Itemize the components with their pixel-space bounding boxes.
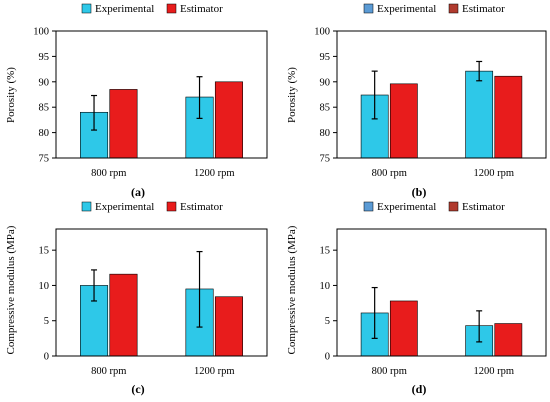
panel-c-ylabel: Compressive modulus (MPa): [5, 225, 17, 354]
panel-b-ytick-label: 80: [320, 128, 331, 139]
panel-a-ytick-label: 95: [39, 52, 50, 63]
panel-c-legend-label-estimator: Estimator: [180, 201, 223, 213]
panel-c-ytick-label: 0: [44, 352, 49, 363]
panel-a-ytick-label: 100: [33, 27, 49, 38]
panel-c-ytick-label: 10: [39, 281, 50, 292]
panel-d-legend-label-estimator: Estimator: [462, 201, 505, 213]
panel-c-bar-estimator: [214, 296, 243, 357]
panel-a-legend-label-estimator: Estimator: [180, 3, 223, 15]
panel-a-ytick-label: 85: [39, 103, 50, 114]
panel-a-bar-estimator: [214, 81, 243, 159]
panel-b-category-label: 1200 rpm: [473, 168, 514, 179]
panel-c-ytick-label: 5: [44, 316, 49, 327]
panel-a-plot-frame: [55, 30, 268, 159]
panel-b-legend-swatch-estimator: [448, 3, 459, 14]
panel-d-bar-estimator: [494, 323, 523, 357]
panel-b-category-label: 800 rpm: [372, 168, 407, 179]
panel-c-ytick-label: 15: [39, 246, 50, 257]
panel-d-bar-estimator: [389, 300, 418, 357]
panel-c-legend-label-experimental: Experimental: [95, 201, 154, 213]
panel-b: Porosity (%) (b) 75 80 85 90 95 100 800 rpm 120…: [286, 3, 547, 199]
panel-d-category-label: 1200 rpm: [473, 366, 514, 377]
panel-d-ytick-label: 5: [325, 316, 330, 327]
panel-c-legend-swatch-estimator: [166, 201, 177, 212]
panel-b-plot-frame: [336, 30, 547, 159]
panel-c: Compressive modulus (MPa) (c) 0 5 10 15 800 …: [5, 201, 268, 396]
panel-a-legend-label-experimental: Experimental: [95, 3, 154, 15]
panel-d-ytick-label: 10: [320, 281, 331, 292]
panel-b-bar-experimental: [465, 70, 494, 159]
panel-d-legend-label-experimental: Experimental: [377, 201, 436, 213]
panel-a-legend-swatch-experimental: [81, 3, 92, 14]
panel-b-ytick-label: 95: [320, 52, 331, 63]
panel-b-legend-label-estimator: Estimator: [462, 3, 505, 15]
panel-d-legend-swatch-experimental: [363, 201, 374, 212]
panel-b-legend-label-experimental: Experimental: [377, 3, 436, 15]
panel-a-legend-swatch-estimator: [166, 3, 177, 14]
panel-c-plot-frame: [55, 228, 268, 357]
panel-d-category-label: 800 rpm: [372, 366, 407, 377]
panel-b-ytick-label: 85: [320, 103, 331, 114]
panel-b-ytick-label: 90: [320, 77, 331, 88]
panel-d-ylabel: Compressive modulus (MPa): [286, 225, 298, 354]
panel-a-category-label: 800 rpm: [91, 168, 126, 179]
panel-b-ylabel: Porosity (%): [286, 67, 298, 123]
panel-c-bar-estimator: [109, 273, 138, 357]
panel-b-bar-estimator: [494, 75, 523, 159]
panel-c-legend-swatch-experimental: [81, 201, 92, 212]
panel-a-ytick-label: 80: [39, 128, 50, 139]
panel-c-label: (c): [131, 382, 144, 396]
panel-b-ytick-label: 75: [320, 154, 331, 165]
panel-a-ytick-label: 90: [39, 77, 50, 88]
panel-a-category-label: 1200 rpm: [194, 168, 235, 179]
panel-c-category-label: 800 rpm: [91, 366, 126, 377]
panel-a-ylabel: Porosity (%): [5, 67, 17, 123]
panel-c-category-label: 1200 rpm: [194, 366, 235, 377]
panel-b-label: (b): [412, 185, 427, 199]
panel-d-legend-swatch-estimator: [448, 201, 459, 212]
panel-a-bar-estimator: [109, 89, 138, 159]
panel-d-ytick-label: 15: [320, 246, 331, 257]
panel-a: Porosity (%) (a) 75 80 85 90 95 100 800 rpm 120…: [5, 3, 268, 199]
panel-b-bar-estimator: [389, 83, 418, 159]
panel-a-ytick-label: 75: [39, 154, 50, 165]
panel-a-label: (a): [131, 185, 145, 199]
panel-b-ytick-label: 100: [314, 27, 330, 38]
panel-d-plot-frame: [336, 228, 547, 357]
panel-b-legend-swatch-experimental: [363, 3, 374, 14]
panel-d: Compressive modulus (MPa) (d) 0 5 10 15 800 …: [286, 201, 547, 396]
panel-d-label: (d): [412, 382, 427, 396]
panel-d-ytick-label: 0: [325, 352, 330, 363]
